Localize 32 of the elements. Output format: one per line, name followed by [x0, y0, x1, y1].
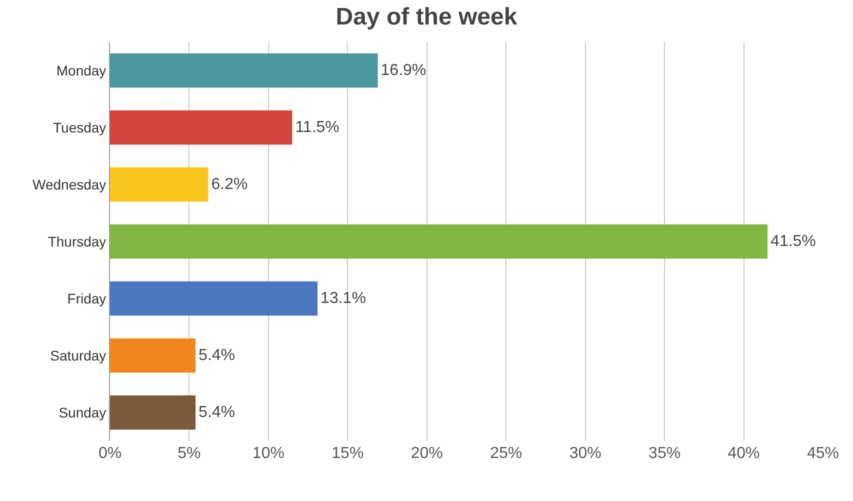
- y-tick-label: Monday: [56, 62, 106, 78]
- y-tick-label: Wednesday: [32, 176, 106, 192]
- data-label: 16.9%: [380, 62, 426, 79]
- y-tick-label: Saturday: [50, 347, 106, 364]
- y-tick-label: Thursday: [48, 233, 106, 250]
- data-label: 6.2%: [211, 176, 248, 193]
- x-tick-label: 5%: [178, 445, 201, 462]
- x-tick-label: 35%: [648, 445, 681, 462]
- data-label: 11.5%: [295, 119, 340, 136]
- bar: [110, 167, 208, 202]
- data-label: 5.4%: [198, 347, 236, 364]
- data-label: 13.1%: [320, 290, 366, 307]
- bar: [110, 53, 378, 88]
- chart-title: Day of the week: [336, 3, 518, 30]
- bar: [110, 224, 768, 259]
- x-tick-label: 0%: [98, 445, 122, 462]
- y-tick-label: Friday: [67, 290, 106, 306]
- bar: [110, 395, 196, 430]
- data-label: 41.5%: [770, 233, 816, 250]
- x-tick-label: 30%: [569, 445, 602, 462]
- x-tick-label: 40%: [728, 445, 760, 462]
- y-tick-label: Sunday: [58, 404, 106, 420]
- y-tick-label: Tuesday: [53, 119, 106, 136]
- x-tick-label: 25%: [490, 445, 522, 462]
- x-tick-label: 20%: [410, 445, 443, 462]
- bar: [110, 281, 318, 316]
- data-label: 5.4%: [198, 404, 236, 421]
- bar: [110, 338, 196, 373]
- bar: [110, 110, 292, 145]
- x-tick-label: 15%: [332, 445, 364, 462]
- x-tick-label: 45%: [806, 445, 840, 462]
- x-tick-label: 10%: [252, 445, 284, 462]
